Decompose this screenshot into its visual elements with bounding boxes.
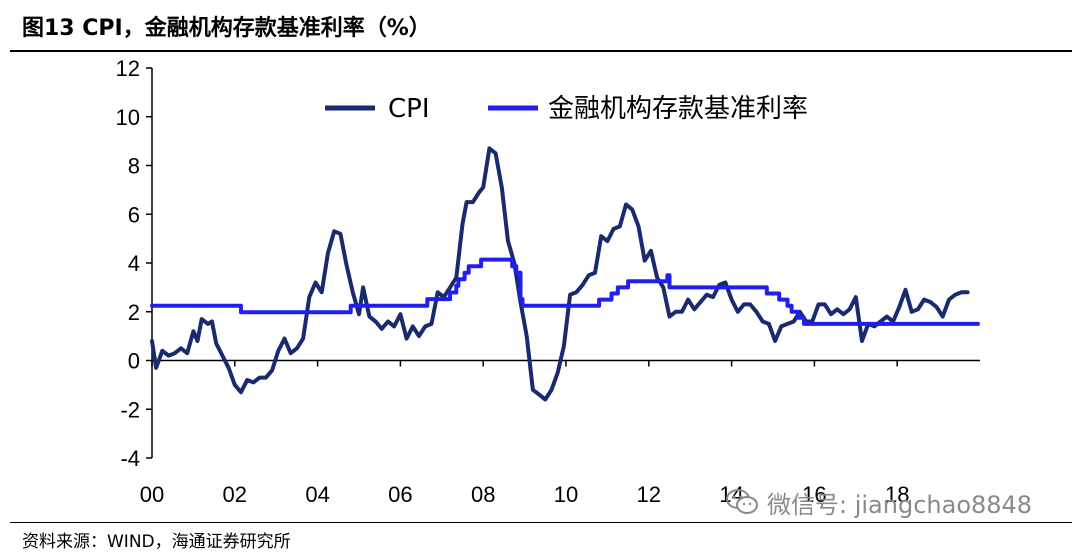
x-tick-label: 08 [471,482,495,507]
title-divider [10,50,1072,52]
x-tick-label: 04 [305,482,329,507]
deposit-rate-line [150,257,980,326]
source-note: 资料来源：WIND，海通证券研究所 [22,532,291,552]
cpi-line [150,146,970,402]
chart-legend: CPI 金融机构存款基准利率 [325,94,808,124]
x-tick-label: 06 [388,482,412,507]
chart-header: 图13 CPI，金融机构存款基准利率（%） [0,0,1080,50]
y-tick-label: -4 [120,446,140,471]
watermark: 微信号: jiangchao8848 [725,484,1032,520]
legend-label: CPI [388,94,430,124]
chart-axes [146,67,980,459]
x-tick-label: 10 [554,482,578,507]
y-tick-label: 10 [116,105,140,130]
y-tick-label: 12 [116,56,140,81]
figure-title: 图13 CPI，金融机构存款基准利率（%） [22,16,431,41]
legend-label: 金融机构存款基准利率 [548,94,808,124]
wechat-icon [726,489,758,514]
x-tick-label: 18 [885,482,909,507]
y-tick-label: 2 [128,300,140,325]
y-tick-label: 6 [128,202,140,227]
footer-divider [10,522,1072,523]
x-tick-label: 00 [140,482,164,507]
x-tick-label: 02 [223,482,247,507]
watermark-text: 微信号: jiangchao8848 [767,490,1033,519]
y-tick-label: 8 [128,154,140,179]
series-lines [150,146,980,402]
x-tick-label: 12 [637,482,661,507]
y-tick-label: -2 [120,397,140,422]
y-tick-label: 0 [128,349,140,374]
y-tick-label: 4 [128,251,140,276]
x-tick-label: 16 [802,482,826,507]
